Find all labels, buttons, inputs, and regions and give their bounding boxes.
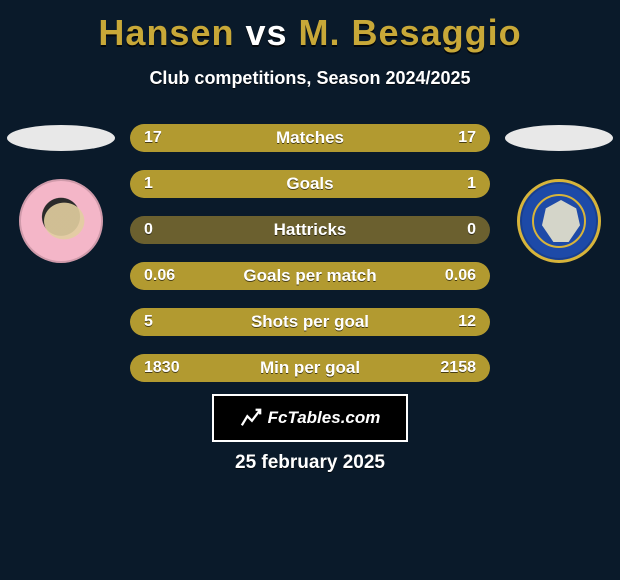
stat-value-left: 1 — [144, 175, 153, 193]
stat-value-right: 1 — [467, 175, 476, 193]
comparison-title: Hansen vs M. Besaggio — [0, 0, 620, 54]
palermo-crest-icon — [19, 179, 103, 263]
stat-value-left: 0.06 — [144, 267, 175, 285]
stat-value-left: 0 — [144, 221, 153, 239]
subtitle: Club competitions, Season 2024/2025 — [0, 68, 620, 89]
stat-value-right: 0 — [467, 221, 476, 239]
fctables-badge: FcTables.com — [212, 394, 408, 442]
stat-value-right: 12 — [458, 313, 476, 331]
chart-icon — [240, 407, 262, 429]
stat-value-right: 17 — [458, 129, 476, 147]
player2-base-ellipse — [505, 125, 613, 151]
player1-name: Hansen — [98, 12, 234, 53]
badge-text: FcTables.com — [268, 408, 381, 428]
stat-row: 5Shots per goal12 — [130, 308, 490, 336]
brescia-crest-icon — [517, 179, 601, 263]
stat-value-left: 5 — [144, 313, 153, 331]
stat-fill-right — [310, 170, 490, 198]
stat-row: 1830Min per goal2158 — [130, 354, 490, 382]
stat-value-left: 1830 — [144, 359, 180, 377]
stat-row: 0Hattricks0 — [130, 216, 490, 244]
stat-row: 0.06Goals per match0.06 — [130, 262, 490, 290]
club-right — [504, 125, 614, 263]
stat-value-left: 17 — [144, 129, 162, 147]
stat-label: Hattricks — [130, 220, 490, 240]
player1-base-ellipse — [7, 125, 115, 151]
stat-row: 17Matches17 — [130, 124, 490, 152]
player2-name: M. Besaggio — [299, 12, 522, 53]
vs-text: vs — [245, 12, 287, 53]
stat-fill-left — [130, 170, 310, 198]
club-left — [6, 125, 116, 263]
date-text: 25 february 2025 — [0, 452, 620, 474]
stat-fill-right — [234, 308, 490, 336]
stat-value-right: 2158 — [440, 359, 476, 377]
stats-container: 17Matches17 1Goals1 0Hattricks0 0.06Goals p… — [130, 124, 490, 382]
stat-value-right: 0.06 — [445, 267, 476, 285]
stat-row: 1Goals1 — [130, 170, 490, 198]
